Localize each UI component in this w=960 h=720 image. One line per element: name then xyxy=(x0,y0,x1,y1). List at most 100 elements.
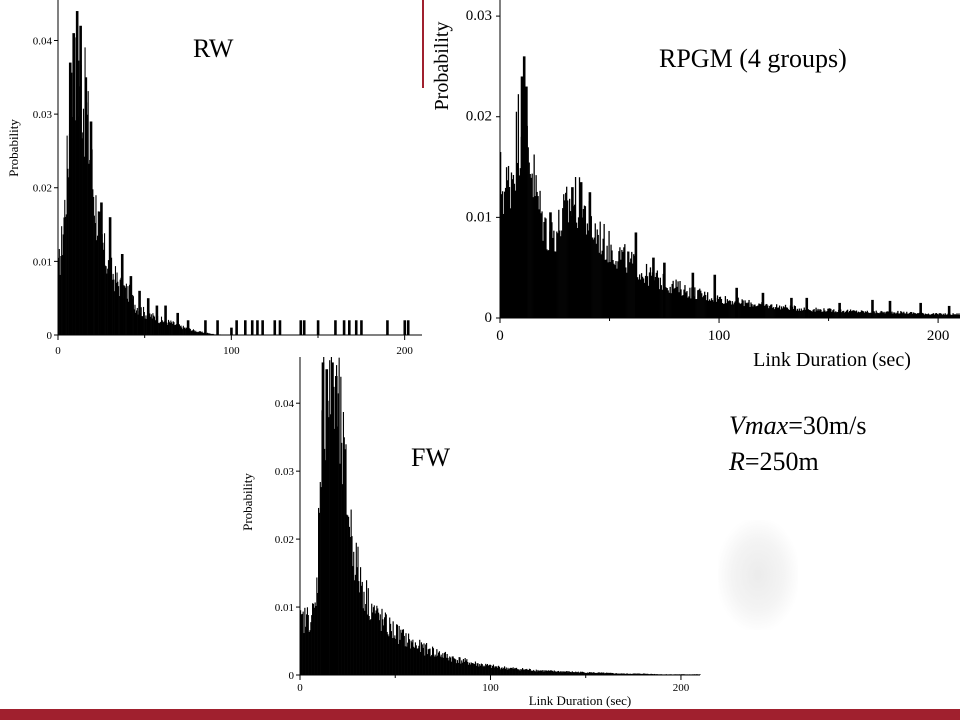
fw-bar xyxy=(348,516,350,675)
rpgm-bar xyxy=(561,230,563,318)
rw-bar xyxy=(72,33,75,335)
fw-bar xyxy=(360,567,362,675)
fw-bar xyxy=(406,646,408,675)
rpgm-bar xyxy=(686,291,688,318)
fw-bar xyxy=(418,645,420,675)
rpgm-bar xyxy=(514,190,517,318)
fw-bar xyxy=(362,608,364,675)
rpgm-bar xyxy=(835,311,837,318)
fw-bar xyxy=(423,643,425,675)
fw-bar xyxy=(552,670,554,675)
rpgm-bar xyxy=(638,279,640,318)
rpgm-bar xyxy=(744,300,746,318)
rpgm-bar xyxy=(742,300,744,318)
rpgm-bar xyxy=(547,250,549,318)
fw-bar xyxy=(396,624,399,675)
rw-bar xyxy=(61,226,63,335)
rpgm-bar xyxy=(628,251,630,318)
fw-bar xyxy=(635,673,637,675)
fw-bar xyxy=(302,611,304,675)
fw-bar xyxy=(473,663,475,675)
rpgm-bar xyxy=(545,218,547,318)
fw-bar xyxy=(516,669,519,675)
rw-bar xyxy=(157,322,159,335)
rpgm-bar xyxy=(903,311,905,318)
fw-bar xyxy=(450,657,452,675)
rpgm-bar xyxy=(859,312,862,318)
rw-bar xyxy=(124,286,126,335)
fw-bar xyxy=(325,369,329,675)
fw-bar xyxy=(346,514,348,675)
fw-bar xyxy=(347,515,349,675)
fw-bar xyxy=(456,660,459,675)
rw-bar xyxy=(162,321,164,335)
fw-bar xyxy=(518,669,520,675)
rpgm-bar xyxy=(824,310,826,318)
rpgm-bar xyxy=(597,234,599,318)
rpgm-bar xyxy=(629,262,631,318)
rw-ytick-label: 0.02 xyxy=(33,183,52,195)
fw-bar xyxy=(570,672,572,675)
rpgm-bar xyxy=(834,312,836,318)
rpgm-bar xyxy=(592,239,594,318)
fw-bar xyxy=(516,667,518,675)
rpgm-bar xyxy=(758,303,760,318)
fw-bar xyxy=(444,651,447,675)
fw-bar xyxy=(500,667,502,675)
fw-bar xyxy=(572,672,574,675)
rpgm-bar xyxy=(510,172,513,318)
rpgm-bar xyxy=(654,277,657,318)
rw-bar xyxy=(68,62,72,335)
rpgm-xlabel: Link Duration (sec) xyxy=(753,349,911,371)
fw-bar xyxy=(624,673,627,675)
rpgm-bar xyxy=(926,314,929,318)
rpgm-bar xyxy=(925,314,928,318)
fw-bar xyxy=(399,639,401,675)
rpgm-bar xyxy=(815,307,817,318)
rpgm-bar xyxy=(577,217,580,318)
fw-bar xyxy=(512,667,514,675)
fw-bar xyxy=(570,672,573,675)
fw-bar xyxy=(637,673,639,675)
rw-bar xyxy=(244,320,247,335)
rpgm-bar xyxy=(675,279,677,318)
rpgm-bar xyxy=(813,309,815,318)
rpgm-bar xyxy=(707,292,709,318)
rpgm-bar xyxy=(750,302,752,318)
fw-bar xyxy=(636,673,638,675)
rpgm-bar xyxy=(732,304,734,318)
fw-bar xyxy=(553,670,555,675)
rpgm-bar xyxy=(527,147,529,318)
rpgm-bar xyxy=(543,221,545,318)
rw-bar xyxy=(68,177,70,335)
fw-bar xyxy=(505,667,507,675)
rpgm-ytick-label: 0.01 xyxy=(466,209,492,225)
fw-bar xyxy=(465,660,467,675)
rpgm-bar xyxy=(563,194,565,318)
rpgm-bar xyxy=(593,237,595,318)
fw-bar xyxy=(452,656,454,675)
rpgm-bar xyxy=(869,312,871,318)
fw-bar xyxy=(463,661,465,675)
fw-bar xyxy=(305,626,307,675)
fw-bar xyxy=(587,672,589,675)
rpgm-bar xyxy=(529,173,531,318)
rpgm-bar xyxy=(677,281,679,318)
fw-bar xyxy=(404,646,406,675)
fw-bar xyxy=(446,653,448,675)
fw-bar xyxy=(620,673,622,675)
fw-bar xyxy=(387,634,389,675)
rpgm-bar xyxy=(564,200,566,318)
fw-bar xyxy=(645,673,647,675)
fw-bar xyxy=(571,671,573,675)
rpgm-bar xyxy=(549,212,552,318)
rw-bar xyxy=(192,330,194,335)
rpgm-bar xyxy=(895,313,897,318)
rpgm-bar xyxy=(599,221,601,318)
rpgm-bar xyxy=(808,309,810,318)
fw-bar xyxy=(582,671,584,675)
fw-bar xyxy=(594,672,596,675)
fw-bar xyxy=(600,672,602,675)
fw-bar xyxy=(417,648,419,675)
fw-bar xyxy=(366,580,368,675)
